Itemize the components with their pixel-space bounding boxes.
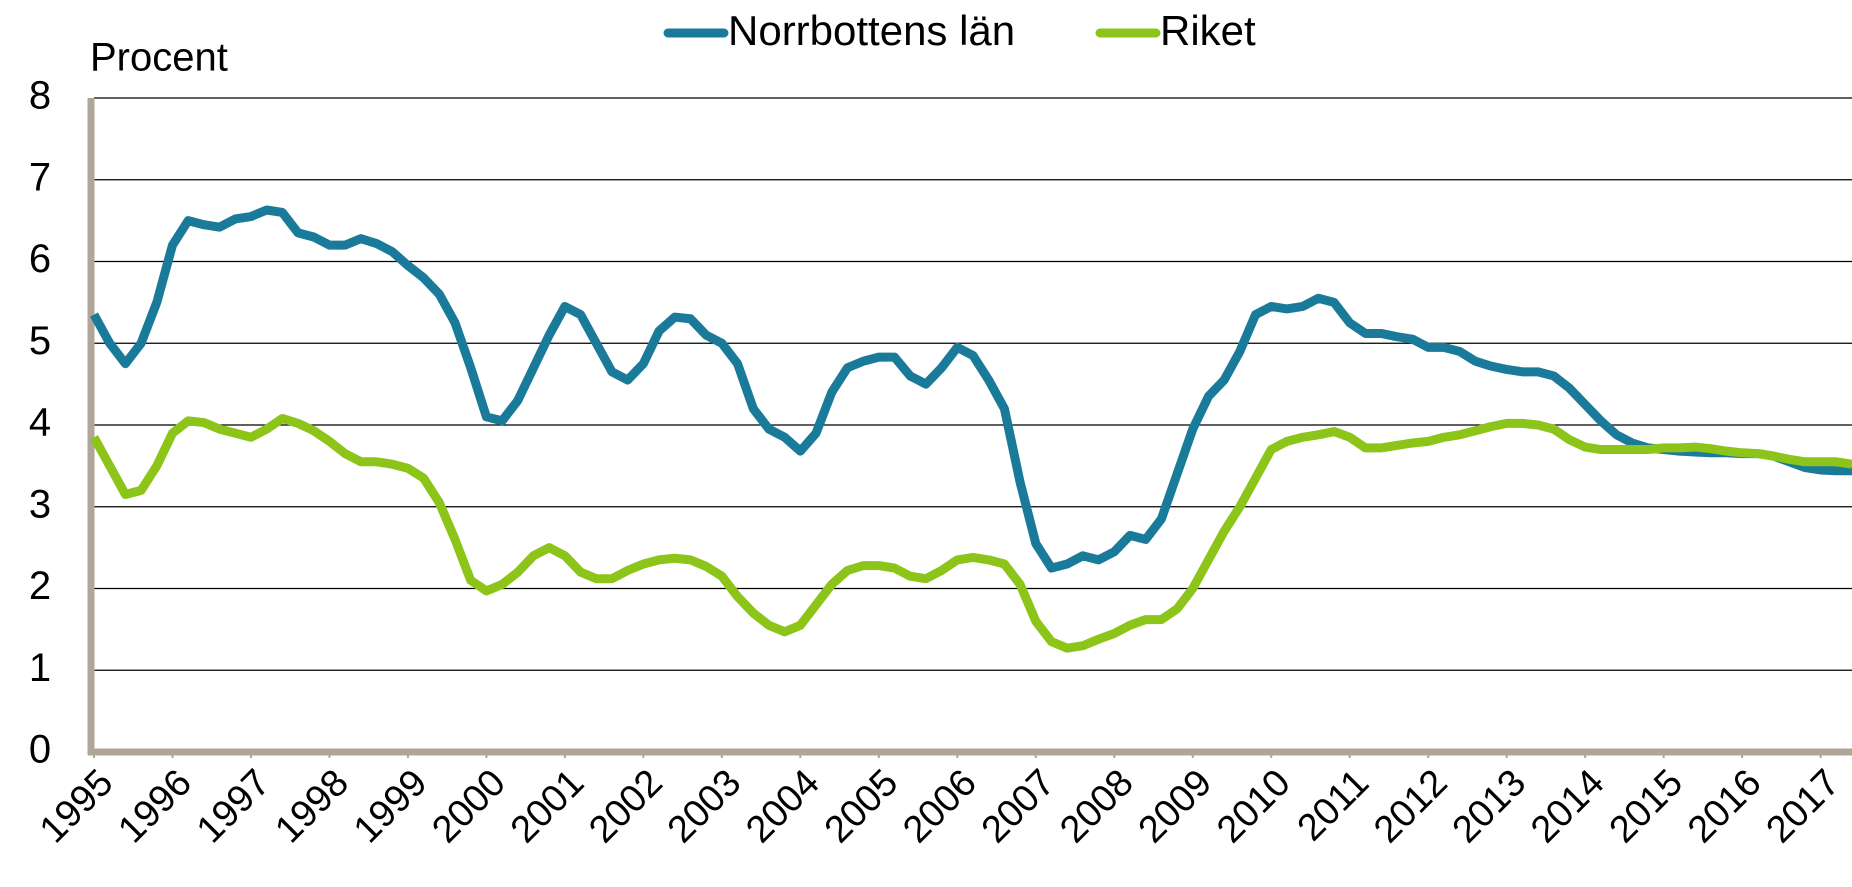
- x-tick-label: 1997: [189, 762, 278, 851]
- x-tick-label: 2010: [1209, 762, 1298, 851]
- x-tick-label: 2004: [738, 762, 827, 851]
- y-tick-label: 7: [29, 155, 51, 199]
- x-tick-label: 2008: [1052, 762, 1141, 851]
- line-series: [90, 205, 1852, 573]
- y-tick-label: 3: [29, 482, 51, 526]
- x-tick-label: 2016: [1680, 762, 1769, 851]
- x-tick-label: 2011: [1290, 762, 1377, 849]
- y-tick-label: 8: [29, 74, 51, 118]
- y-tick-label: 4: [29, 401, 51, 445]
- x-tick-label: 2013: [1445, 762, 1534, 851]
- y-tick-label: 1: [29, 646, 51, 690]
- y-tick-label: 6: [29, 237, 51, 281]
- x-tick-label: 2012: [1366, 762, 1455, 851]
- line-series: [90, 413, 1852, 653]
- x-tick-label: 2017: [1759, 762, 1848, 851]
- legend-label: Norrbottens län: [728, 7, 1015, 54]
- y-axis-label: Procent: [90, 36, 228, 80]
- x-tick-label: 2001: [503, 762, 592, 851]
- y-tick-label: 2: [29, 564, 51, 608]
- y-tick-label: 5: [29, 319, 51, 363]
- x-tick-label: 2003: [660, 762, 749, 851]
- x-tick-label: 2002: [581, 762, 670, 851]
- x-tick-label: 2006: [895, 762, 984, 851]
- x-tick-label: 1996: [110, 762, 199, 851]
- legend-label: Riket: [1160, 7, 1256, 54]
- y-tick-label: 0: [29, 728, 51, 772]
- x-tick-label: 2014: [1523, 762, 1612, 851]
- x-tick-label: 1999: [346, 762, 435, 851]
- x-tick-label: 2007: [974, 762, 1063, 851]
- x-tick-label: 1995: [32, 762, 121, 851]
- x-tick-label: 1998: [267, 762, 356, 851]
- x-tick-label: 2009: [1131, 762, 1220, 851]
- x-tick-label: 2005: [817, 762, 906, 851]
- x-tick-label: 2015: [1602, 762, 1691, 851]
- x-tick-label: 2000: [424, 762, 513, 851]
